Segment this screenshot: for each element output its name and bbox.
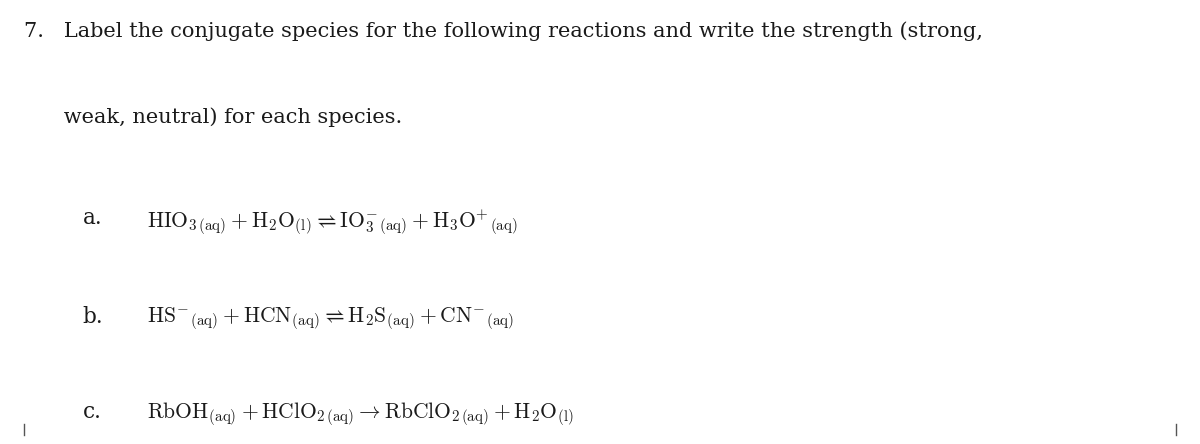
Text: $\mathrm{HS^{-}{}_{(aq)} + HCN_{(aq)} \rightleftharpoons H_2S_{(aq)} + CN^{-}{}_: $\mathrm{HS^{-}{}_{(aq)} + HCN_{(aq)} \r… [148,306,515,333]
Text: weak, neutral) for each species.: weak, neutral) for each species. [24,108,402,127]
Text: a.: a. [83,207,102,229]
Text: b.: b. [83,306,103,328]
Text: 7.   Label the conjugate species for the following reactions and write the stren: 7. Label the conjugate species for the f… [24,22,983,41]
Text: $\mathrm{HIO_{3\,(aq)} + H_2O_{(l)} \rightleftharpoons IO_3^{-}{}_{(aq)} + H_3O^: $\mathrm{HIO_{3\,(aq)} + H_2O_{(l)} \rig… [148,207,518,237]
Text: c.: c. [83,400,102,423]
Text: $\mathrm{RbOH_{(aq)} + HClO_{2\,(aq)} \rightarrow RbClO_{2\,(aq)} + H_2O_{(l)}}$: $\mathrm{RbOH_{(aq)} + HClO_{2\,(aq)} \r… [148,400,575,428]
